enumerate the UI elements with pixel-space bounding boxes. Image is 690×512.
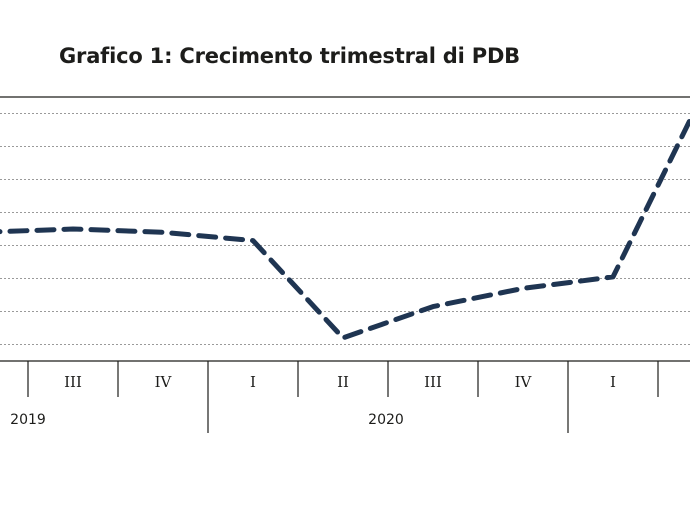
x-tick-label: III	[424, 373, 442, 391]
x-tick-label: IV	[155, 373, 173, 391]
chart-title: Grafico 1: Crecimento trimestral di PDB	[59, 44, 520, 68]
year-label: 2020	[368, 412, 404, 428]
x-tick-label: I	[250, 373, 256, 391]
year-label: 2019	[10, 412, 46, 428]
series-line	[0, 114, 690, 341]
x-tick-label: III	[64, 373, 82, 391]
x-tick-label: II	[337, 373, 349, 391]
x-tick-label: I	[610, 373, 616, 391]
x-tick-label: IV	[515, 373, 533, 391]
